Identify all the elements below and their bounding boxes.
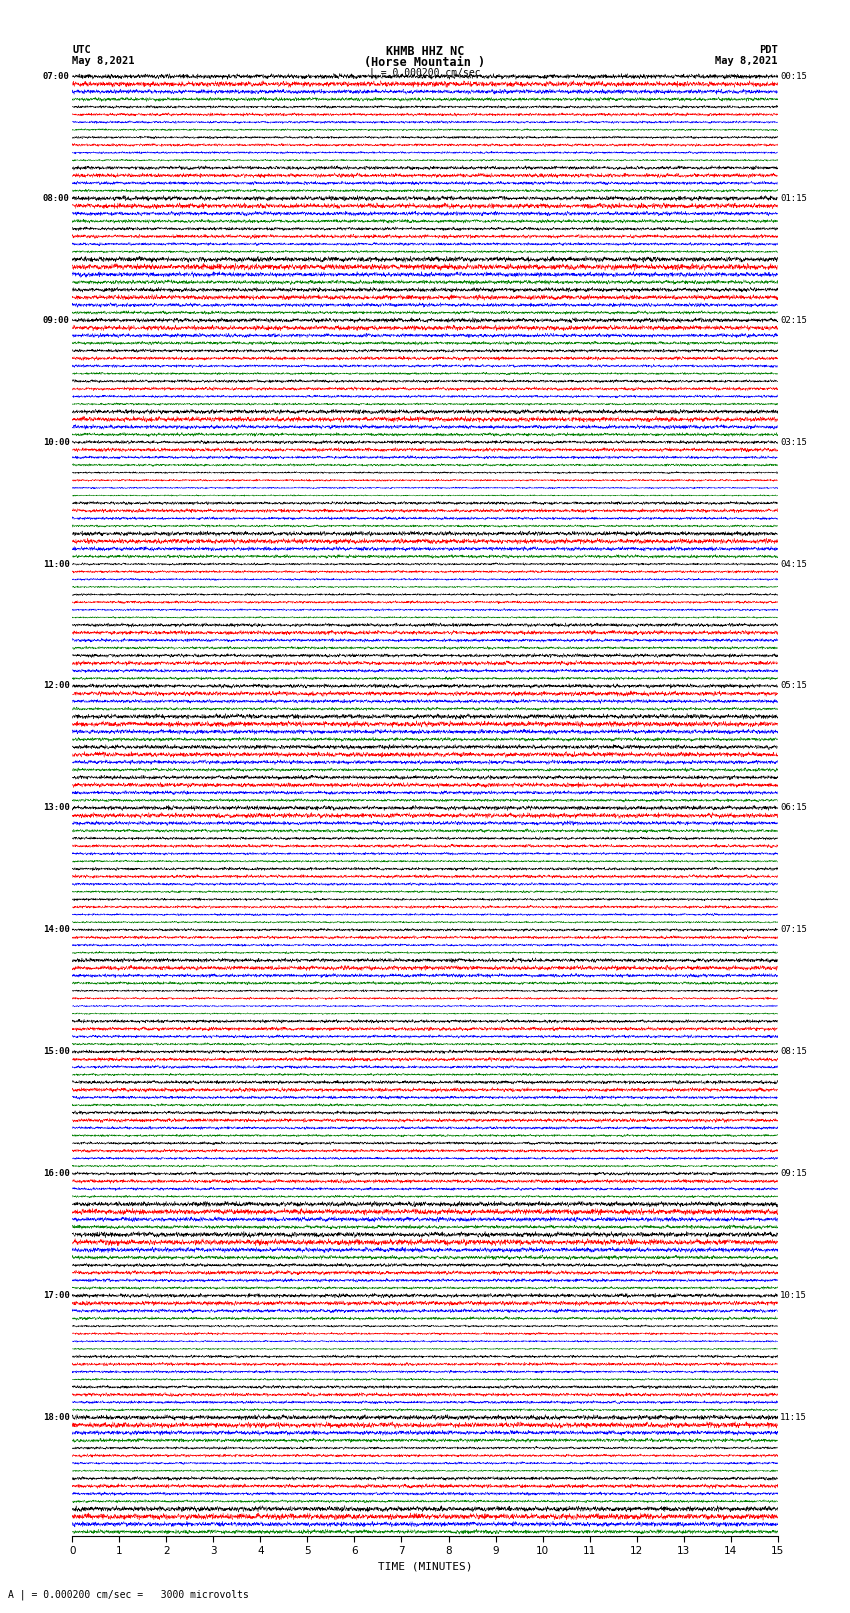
Text: 13:00: 13:00 [42, 803, 70, 813]
Text: May 8,2021: May 8,2021 [715, 56, 778, 66]
Text: 08:00: 08:00 [42, 194, 70, 203]
Text: UTC: UTC [72, 45, 91, 55]
X-axis label: TIME (MINUTES): TIME (MINUTES) [377, 1561, 473, 1571]
Text: 18:00: 18:00 [42, 1413, 70, 1423]
Text: 09:00: 09:00 [42, 316, 70, 324]
Text: 02:15: 02:15 [780, 316, 808, 324]
Text: 15:00: 15:00 [42, 1047, 70, 1057]
Text: A | = 0.000200 cm/sec =   3000 microvolts: A | = 0.000200 cm/sec = 3000 microvolts [8, 1589, 249, 1600]
Text: 07:15: 07:15 [780, 926, 808, 934]
Text: 05:15: 05:15 [780, 681, 808, 690]
Text: May 8,2021: May 8,2021 [72, 56, 135, 66]
Text: KHMB HHZ NC: KHMB HHZ NC [386, 45, 464, 58]
Text: 07:00: 07:00 [42, 73, 70, 81]
Text: 03:15: 03:15 [780, 437, 808, 447]
Text: PDT: PDT [759, 45, 778, 55]
Text: 11:00: 11:00 [42, 560, 70, 568]
Text: | = 0.000200 cm/sec: | = 0.000200 cm/sec [369, 68, 481, 79]
Text: 01:15: 01:15 [780, 194, 808, 203]
Text: 12:00: 12:00 [42, 681, 70, 690]
Text: 14:00: 14:00 [42, 926, 70, 934]
Text: 16:00: 16:00 [42, 1169, 70, 1177]
Text: (Horse Mountain ): (Horse Mountain ) [365, 56, 485, 69]
Text: 00:15: 00:15 [780, 73, 808, 81]
Text: 08:15: 08:15 [780, 1047, 808, 1057]
Text: 11:15: 11:15 [780, 1413, 808, 1423]
Text: 09:15: 09:15 [780, 1169, 808, 1177]
Text: 10:15: 10:15 [780, 1290, 808, 1300]
Text: 06:15: 06:15 [780, 803, 808, 813]
Text: 04:15: 04:15 [780, 560, 808, 568]
Text: 17:00: 17:00 [42, 1290, 70, 1300]
Text: 10:00: 10:00 [42, 437, 70, 447]
